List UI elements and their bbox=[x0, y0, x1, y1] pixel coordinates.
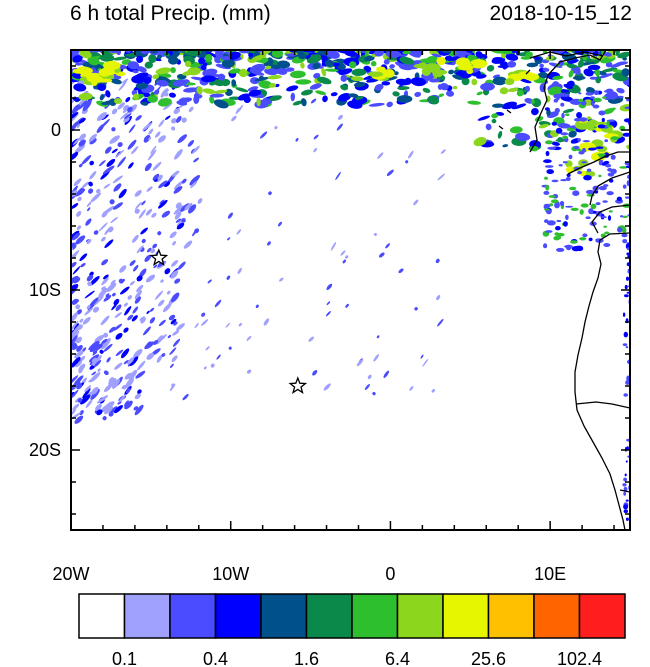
x-tick-label: 10W bbox=[212, 564, 249, 584]
station-markers bbox=[149, 248, 308, 394]
axis-ticks bbox=[70, 50, 630, 530]
colorbar-box bbox=[578, 593, 626, 639]
colorbar-box bbox=[169, 593, 217, 639]
colorbar-labels: 0.1 0.4 1.6 6.4 25.6 102.4 bbox=[112, 649, 602, 667]
colorbar-box bbox=[260, 593, 308, 639]
colorbar-box bbox=[214, 593, 262, 639]
colorbar-label: 102.4 bbox=[557, 649, 602, 667]
colorbar bbox=[78, 593, 626, 639]
map-timestamp: 2018-10-15_12 bbox=[489, 2, 632, 25]
x-tick-label: 10E bbox=[534, 564, 566, 584]
y-tick-label: 0 bbox=[51, 120, 61, 140]
colorbar-label: 0.4 bbox=[203, 649, 228, 667]
y-tick-label: 10S bbox=[29, 280, 61, 300]
y-tick-label: 20S bbox=[29, 440, 61, 460]
star-marker-north bbox=[149, 248, 169, 266]
x-tick-label: 20W bbox=[52, 564, 89, 584]
colorbar-box bbox=[442, 593, 490, 639]
colorbar-box bbox=[533, 593, 581, 639]
colorbar-box bbox=[487, 593, 535, 639]
colorbar-label: 25.6 bbox=[471, 649, 506, 667]
x-axis-labels: 20W 10W 0 10E bbox=[52, 564, 566, 584]
colorbar-box bbox=[305, 593, 353, 639]
colorbar-box bbox=[123, 593, 171, 639]
precipitation-field bbox=[71, 50, 630, 521]
x-tick-label: 0 bbox=[385, 564, 395, 584]
coastline bbox=[358, 50, 630, 530]
map-title: 6 h total Precip. (mm) bbox=[70, 2, 271, 25]
colorbar-box bbox=[78, 593, 126, 639]
colorbar-box bbox=[351, 593, 399, 639]
star-marker-south bbox=[288, 376, 308, 394]
colorbar-box bbox=[396, 593, 444, 639]
y-axis-labels: 0 10S 20S bbox=[29, 120, 61, 460]
colorbar-label: 6.4 bbox=[385, 649, 410, 667]
colorbar-label: 1.6 bbox=[294, 649, 319, 667]
colorbar-label: 0.1 bbox=[112, 649, 137, 667]
